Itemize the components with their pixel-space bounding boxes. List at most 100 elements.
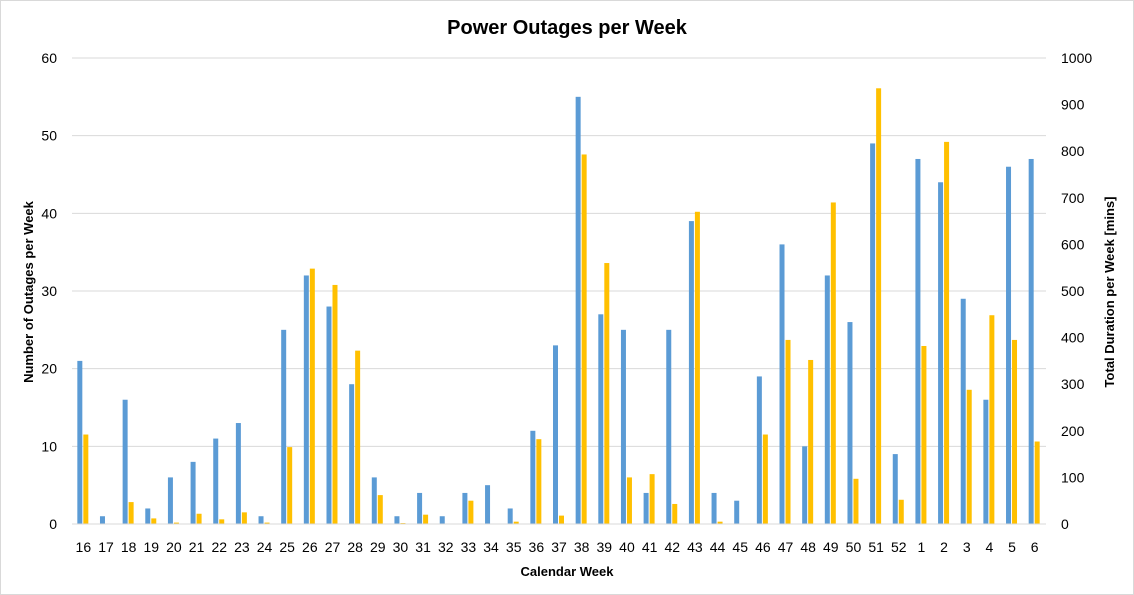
x-axis-ticks: 16 17 18 19 20 21 22 23 24 25 26 27 28 29 30 31 32 33 34 35… [76, 539, 1039, 555]
bar-duration [468, 500, 474, 524]
bar-outages [235, 423, 241, 524]
bar-outages [734, 500, 740, 524]
bar-outages [960, 298, 966, 524]
bar-duration [196, 513, 202, 524]
left-axis-ticks: 0 10 20 30 40 50 60 [41, 50, 57, 532]
bar-outages [779, 244, 785, 524]
x-tick-label: 26 [302, 539, 318, 555]
bar-duration [287, 447, 293, 524]
bar-outages [553, 345, 558, 524]
bar-outages [462, 492, 468, 524]
y2-tick-label: 200 [1061, 423, 1085, 439]
x-tick-label: 47 [778, 539, 794, 555]
bar-outages [915, 158, 921, 524]
bar-duration [1012, 339, 1018, 524]
x-tick-label: 37 [551, 539, 567, 555]
bar-duration [853, 478, 859, 524]
x-tick-label: 34 [483, 539, 499, 555]
x-tick-label: 41 [642, 539, 658, 555]
x-tick-label: 27 [325, 539, 341, 555]
x-tick-label: 43 [687, 539, 703, 555]
bar-outages [643, 492, 649, 524]
bar-duration [898, 499, 904, 524]
x-tick-label: 44 [710, 539, 726, 555]
bar-duration [581, 154, 587, 524]
y2-tick-label: 300 [1061, 376, 1085, 392]
bar-duration [559, 515, 564, 524]
bar-duration [332, 284, 338, 524]
bar-outages [666, 329, 672, 524]
y-tick-label: 50 [41, 128, 57, 144]
x-tick-label: 5 [1008, 539, 1016, 555]
bar-outages [371, 477, 377, 524]
bar-duration [264, 522, 270, 524]
bar-duration [694, 211, 700, 524]
bar-outages [77, 360, 83, 524]
bar-duration [219, 519, 225, 524]
bar-outages [122, 399, 128, 524]
y2-tick-label: 100 [1061, 469, 1085, 485]
bar-duration [604, 263, 610, 524]
bar-outages [824, 275, 830, 524]
bar-duration [151, 518, 157, 524]
y-tick-label: 40 [41, 205, 57, 221]
x-tick-label: 38 [574, 539, 590, 555]
bar-outages [870, 143, 876, 524]
x-tick-label: 42 [664, 539, 680, 555]
y2-tick-label: 900 [1061, 97, 1085, 113]
bar-outages [847, 322, 853, 524]
bar-duration [876, 88, 882, 524]
y2-tick-label: 600 [1061, 236, 1085, 252]
bar-duration [536, 439, 542, 524]
bar-outages [394, 516, 400, 524]
bar-outages [190, 461, 196, 524]
x-tick-label: 36 [529, 539, 545, 555]
bar-duration [513, 521, 519, 524]
x-tick-label: 48 [800, 539, 816, 555]
bar-outages [1006, 166, 1012, 524]
bar-duration [785, 339, 791, 524]
y2-tick-label: 500 [1061, 283, 1085, 299]
y2-axis-title: Total Duration per Week [mins] [1102, 197, 1117, 388]
x-tick-label: 3 [963, 539, 971, 555]
bar-outages [530, 430, 536, 524]
bar-outages [349, 384, 355, 524]
x-tick-label: 50 [846, 539, 862, 555]
bar-duration [309, 268, 315, 524]
bar-outages [281, 329, 287, 524]
x-tick-label: 6 [1031, 539, 1039, 555]
x-tick-label: 49 [823, 539, 839, 555]
bar-duration [944, 141, 950, 524]
bar-outages [485, 485, 491, 524]
x-tick-label: 21 [189, 539, 205, 555]
bar-outages [938, 182, 944, 524]
x-tick-label: 2 [940, 539, 948, 555]
bar-outages [575, 96, 581, 524]
bar-duration [241, 512, 247, 524]
x-tick-label: 23 [234, 539, 250, 555]
y2-tick-label: 400 [1061, 330, 1085, 346]
bar-duration [128, 502, 134, 524]
y2-tick-label: 800 [1061, 143, 1085, 159]
x-tick-label: 20 [166, 539, 182, 555]
bar-outages [598, 314, 604, 524]
y2-tick-label: 700 [1061, 190, 1085, 206]
x-tick-label: 22 [211, 539, 227, 555]
x-tick-label: 33 [461, 539, 477, 555]
x-tick-label: 35 [506, 539, 522, 555]
x-axis-title: Calendar Week [521, 564, 615, 579]
bar-duration [423, 514, 429, 524]
bar-duration [377, 495, 383, 524]
x-tick-label: 30 [393, 539, 409, 555]
bar-outages [892, 454, 898, 524]
x-tick-label: 40 [619, 539, 635, 555]
right-axis-ticks: 0 100 200 300 400 500 600 700 800 900 1000 [1061, 50, 1092, 532]
y-tick-label: 30 [41, 283, 57, 299]
bar-outages [145, 508, 151, 524]
chart-title: Power Outages per Week [447, 17, 688, 39]
bar-outages [303, 275, 309, 524]
x-tick-label: 19 [143, 539, 159, 555]
bar-duration [830, 202, 836, 524]
x-tick-label: 24 [257, 539, 273, 555]
